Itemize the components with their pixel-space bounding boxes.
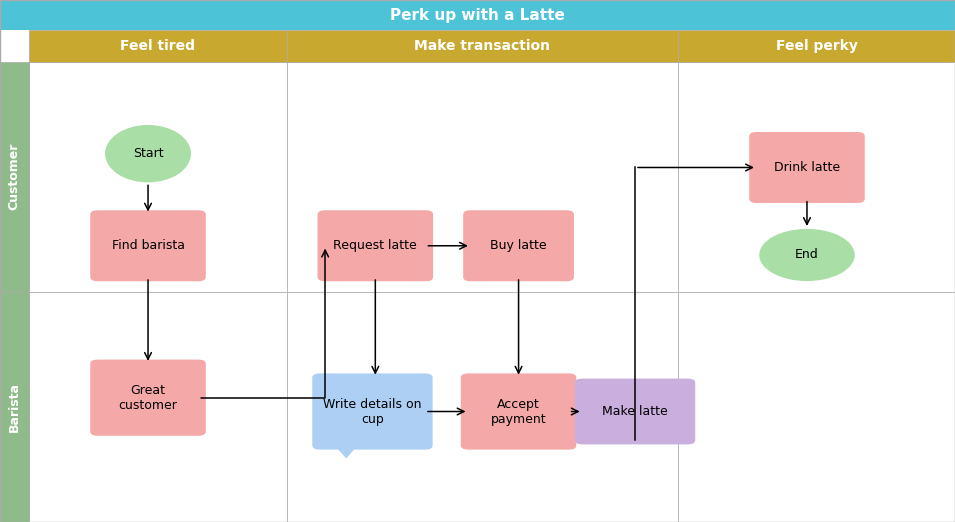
- Bar: [678, 62, 955, 292]
- FancyBboxPatch shape: [318, 210, 434, 281]
- Text: Perk up with a Latte: Perk up with a Latte: [390, 8, 565, 22]
- Text: Make latte: Make latte: [603, 405, 668, 418]
- Text: Find barista: Find barista: [112, 239, 184, 252]
- Bar: [286, 292, 678, 522]
- FancyBboxPatch shape: [312, 373, 433, 449]
- Bar: [678, 292, 955, 522]
- Text: Great
customer: Great customer: [118, 384, 178, 412]
- Text: Drink latte: Drink latte: [774, 161, 840, 174]
- Text: Write details on
cup: Write details on cup: [323, 398, 422, 425]
- Text: Barista: Barista: [8, 382, 21, 432]
- Bar: [29, 292, 286, 522]
- FancyBboxPatch shape: [575, 378, 695, 444]
- Ellipse shape: [105, 125, 191, 182]
- Text: Feel perky: Feel perky: [775, 39, 858, 53]
- Bar: [0, 0, 955, 30]
- FancyBboxPatch shape: [461, 373, 577, 449]
- Bar: [29, 30, 286, 62]
- Bar: [0, 292, 29, 522]
- Bar: [0, 62, 29, 292]
- Text: Customer: Customer: [8, 143, 21, 210]
- Text: Accept
payment: Accept payment: [491, 398, 546, 425]
- Text: Buy latte: Buy latte: [490, 239, 547, 252]
- FancyBboxPatch shape: [749, 132, 865, 203]
- Text: Start: Start: [133, 147, 163, 160]
- Bar: [286, 30, 678, 62]
- Ellipse shape: [759, 229, 855, 281]
- Bar: [286, 62, 678, 292]
- Bar: [678, 30, 955, 62]
- FancyBboxPatch shape: [90, 210, 206, 281]
- Text: Request latte: Request latte: [333, 239, 417, 252]
- Text: Make transaction: Make transaction: [414, 39, 550, 53]
- Text: Feel tired: Feel tired: [120, 39, 195, 53]
- FancyBboxPatch shape: [90, 360, 206, 436]
- FancyBboxPatch shape: [463, 210, 574, 281]
- Bar: [29, 62, 286, 292]
- Text: End: End: [796, 248, 818, 262]
- Polygon shape: [334, 445, 357, 458]
